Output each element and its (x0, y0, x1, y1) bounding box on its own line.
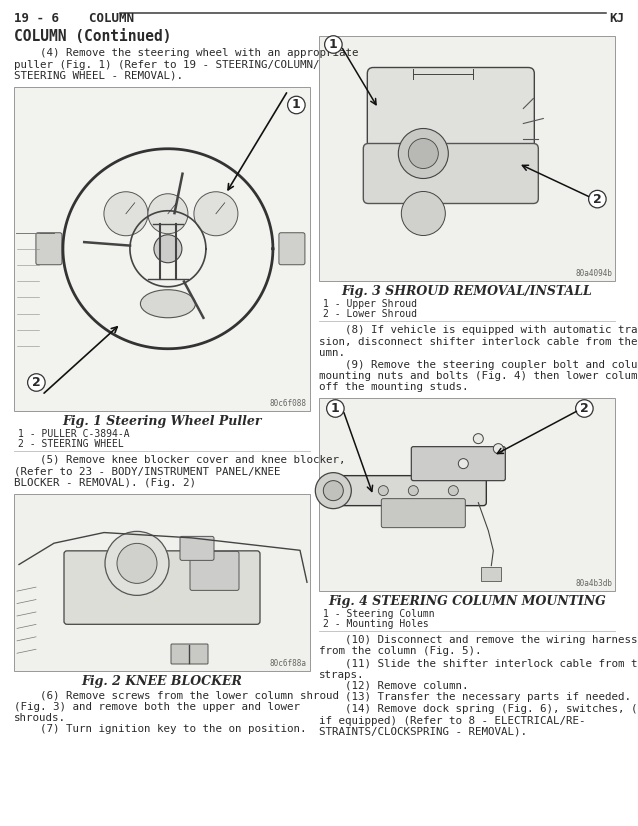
Text: 1: 1 (331, 402, 340, 415)
Text: straps.: straps. (319, 670, 364, 680)
FancyBboxPatch shape (279, 233, 305, 265)
Text: 80a4b3db: 80a4b3db (575, 579, 612, 588)
Text: if equipped) (Refer to 8 - ELECTRICAL/RE-: if equipped) (Refer to 8 - ELECTRICAL/RE… (319, 715, 586, 725)
Text: (Fig. 3) and remove both the upper and lower: (Fig. 3) and remove both the upper and l… (14, 701, 300, 711)
Circle shape (408, 486, 419, 496)
Text: (12) Remove column.: (12) Remove column. (319, 681, 468, 691)
Circle shape (117, 544, 157, 583)
Text: sion, disconnect shifter interlock cable from the col-: sion, disconnect shifter interlock cable… (319, 336, 638, 346)
Text: 80a4094b: 80a4094b (575, 269, 612, 278)
Text: Fig. 1 Steering Wheel Puller: Fig. 1 Steering Wheel Puller (63, 415, 262, 428)
Bar (319, 398, 615, 591)
Circle shape (104, 192, 148, 235)
Text: 2 - Mounting Holes: 2 - Mounting Holes (323, 619, 429, 629)
FancyBboxPatch shape (190, 552, 239, 591)
Text: 1 - Upper Shroud: 1 - Upper Shroud (323, 299, 417, 309)
Text: off the mounting studs.: off the mounting studs. (319, 382, 468, 392)
Text: 2 - Lower Shroud: 2 - Lower Shroud (323, 309, 417, 319)
Text: (11) Slide the shifter interlock cable from the tie: (11) Slide the shifter interlock cable f… (319, 658, 638, 668)
Circle shape (398, 129, 449, 178)
Text: Fig. 3 SHROUD REMOVAL/INSTALL: Fig. 3 SHROUD REMOVAL/INSTALL (341, 285, 592, 298)
Bar (14, 493, 310, 671)
Text: 80c6f88a: 80c6f88a (270, 659, 307, 668)
Text: 1: 1 (292, 98, 300, 112)
Text: STRAINTS/CLOCKSPRING - REMOVAL).: STRAINTS/CLOCKSPRING - REMOVAL). (319, 727, 527, 737)
Text: 2: 2 (580, 402, 589, 415)
Text: from the column (Fig. 5).: from the column (Fig. 5). (319, 647, 482, 657)
Circle shape (493, 444, 503, 453)
Text: mounting nuts and bolts (Fig. 4) then lower column: mounting nuts and bolts (Fig. 4) then lo… (319, 371, 638, 381)
FancyBboxPatch shape (382, 499, 465, 528)
Text: umn.: umn. (319, 348, 345, 358)
Text: (Refer to 23 - BODY/INSTRUMENT PANEL/KNEE: (Refer to 23 - BODY/INSTRUMENT PANEL/KNE… (14, 467, 281, 477)
Text: (5) Remove knee blocker cover and knee blocker,: (5) Remove knee blocker cover and knee b… (14, 455, 346, 465)
Text: puller (Fig. 1) (Refer to 19 - STEERING/COLUMN/: puller (Fig. 1) (Refer to 19 - STEERING/… (14, 59, 320, 69)
FancyBboxPatch shape (363, 144, 538, 203)
FancyBboxPatch shape (64, 551, 260, 624)
Circle shape (105, 531, 169, 596)
Text: 2: 2 (593, 192, 602, 206)
Text: BLOCKER - REMOVAL). (Fig. 2): BLOCKER - REMOVAL). (Fig. 2) (14, 478, 196, 488)
Bar (14, 87, 310, 411)
Circle shape (401, 192, 445, 235)
Text: KJ: KJ (609, 12, 624, 25)
FancyBboxPatch shape (171, 644, 208, 664)
Text: (6) Remove screws from the lower column shroud: (6) Remove screws from the lower column … (14, 690, 339, 700)
Text: 80c6f088: 80c6f088 (270, 399, 307, 408)
Text: (8) If vehicle is equipped with automatic transmis-: (8) If vehicle is equipped with automati… (319, 325, 638, 335)
Text: (14) Remove dock spring (Fig. 6), switches, (SKIM: (14) Remove dock spring (Fig. 6), switch… (319, 704, 638, 714)
Text: 2 - STEERING WHEEL: 2 - STEERING WHEEL (18, 439, 124, 449)
Text: Fig. 4 STEERING COLUMN MOUNTING: Fig. 4 STEERING COLUMN MOUNTING (328, 595, 606, 608)
Bar (481, 567, 501, 581)
Text: (9) Remove the steering coupler bolt and column: (9) Remove the steering coupler bolt and… (319, 359, 638, 369)
Circle shape (154, 235, 182, 263)
Text: shrouds.: shrouds. (14, 713, 66, 723)
Text: (7) Turn ignition key to the on position.: (7) Turn ignition key to the on position… (14, 724, 306, 734)
Text: 2: 2 (32, 376, 41, 389)
FancyBboxPatch shape (180, 536, 214, 560)
Text: (4) Remove the steering wheel with an appropriate: (4) Remove the steering wheel with an ap… (14, 48, 359, 58)
Text: (13) Transfer the necessary parts if needed.: (13) Transfer the necessary parts if nee… (319, 692, 631, 702)
Text: 1 - Steering Column: 1 - Steering Column (323, 609, 434, 619)
FancyBboxPatch shape (36, 233, 62, 265)
Circle shape (449, 486, 458, 496)
Text: COLUMN (Continued): COLUMN (Continued) (14, 29, 172, 44)
Text: STEERING WHEEL - REMOVAL).: STEERING WHEEL - REMOVAL). (14, 71, 183, 81)
Text: (10) Disconnect and remove the wiring harness: (10) Disconnect and remove the wiring ha… (319, 635, 637, 645)
Text: 1 - PULLER C-3894-A: 1 - PULLER C-3894-A (18, 429, 130, 439)
Ellipse shape (140, 290, 195, 318)
Circle shape (408, 139, 438, 169)
Bar (319, 36, 615, 281)
Text: 19 - 6    COLUMN: 19 - 6 COLUMN (14, 12, 134, 25)
Circle shape (458, 458, 468, 468)
FancyBboxPatch shape (325, 476, 486, 506)
Circle shape (315, 472, 352, 509)
FancyBboxPatch shape (367, 68, 534, 159)
Text: Fig. 2 KNEE BLOCKER: Fig. 2 KNEE BLOCKER (82, 675, 242, 688)
Circle shape (473, 434, 484, 444)
Circle shape (148, 194, 188, 234)
Circle shape (378, 486, 389, 496)
FancyBboxPatch shape (412, 447, 505, 481)
Text: 1: 1 (329, 38, 338, 51)
Circle shape (323, 481, 343, 501)
Circle shape (194, 192, 238, 235)
